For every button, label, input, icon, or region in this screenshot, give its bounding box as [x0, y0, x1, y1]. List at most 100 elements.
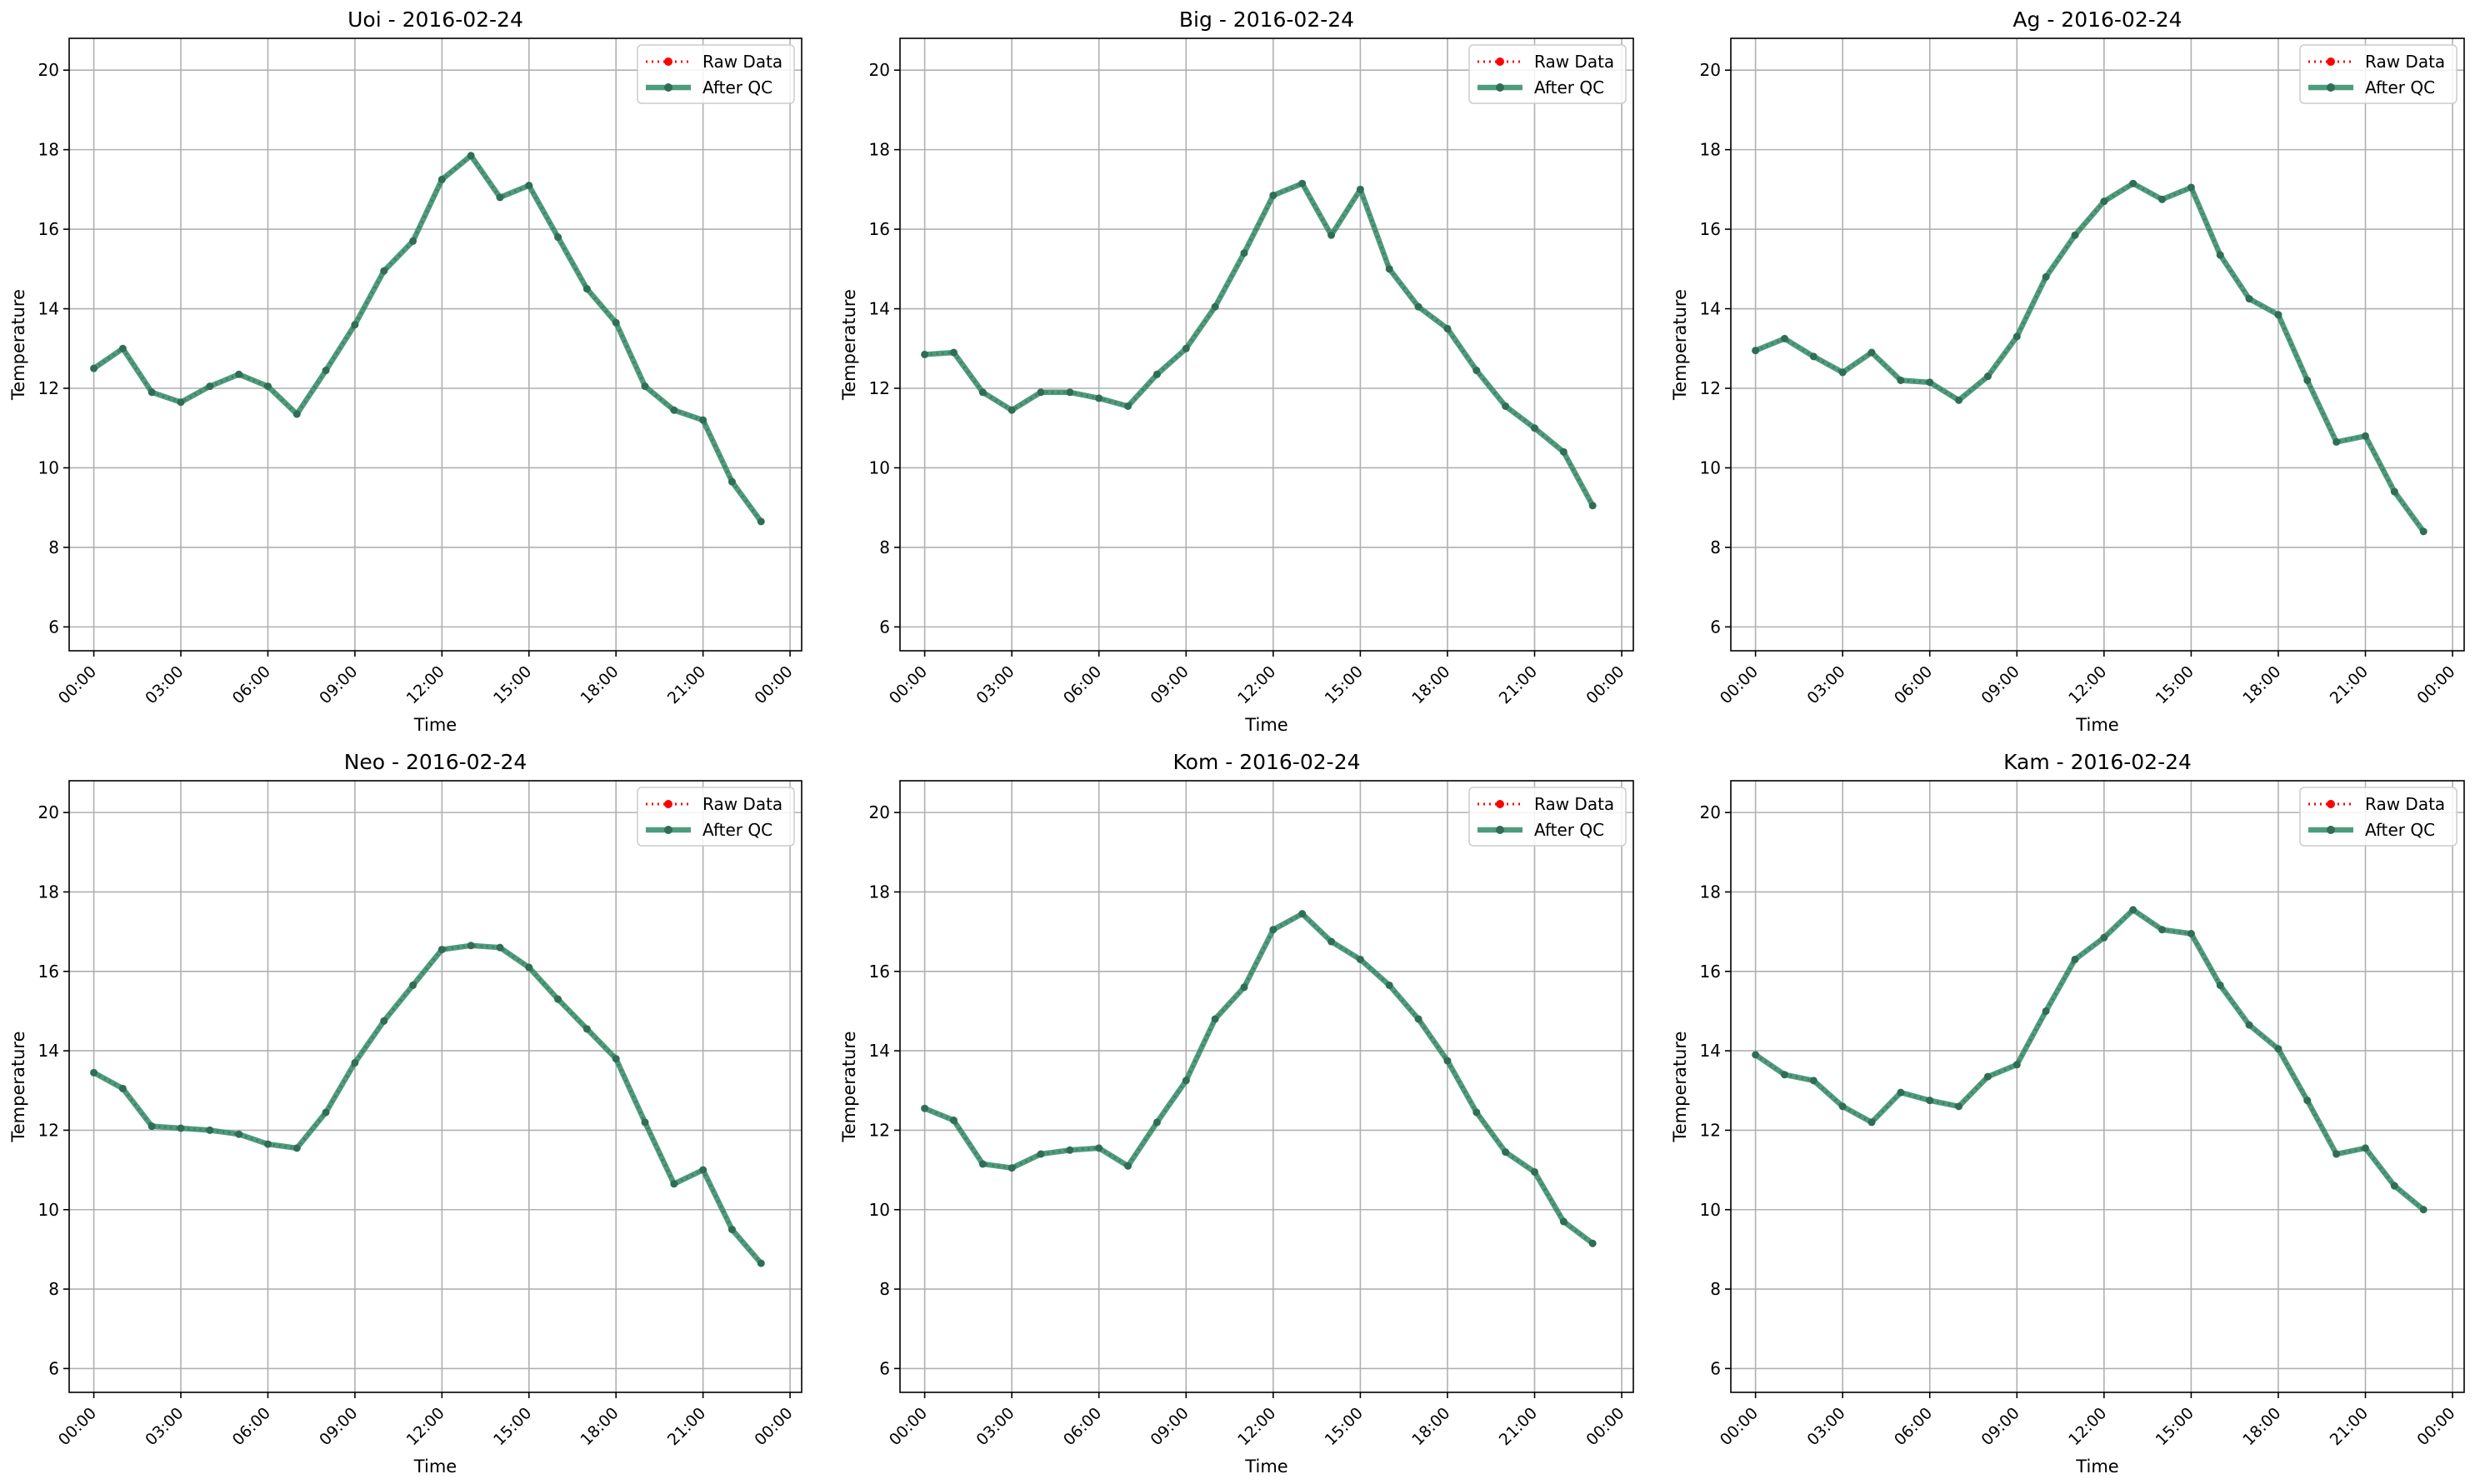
after-qc-point: [1955, 396, 1963, 404]
after-qc-point: [582, 285, 591, 293]
after-qc-point: [206, 1126, 214, 1134]
x-tick-label: 09:00: [1148, 1404, 1192, 1449]
legend-qc-label: After QC: [1534, 820, 1604, 840]
after-qc-point: [2332, 437, 2341, 446]
after-qc-point: [2245, 1021, 2253, 1029]
after-qc-point: [1240, 983, 1248, 992]
y-tick-label: 8: [879, 537, 890, 557]
after-qc-point: [235, 1130, 243, 1138]
y-tick-label: 18: [1700, 140, 1721, 160]
y-tick-label: 16: [38, 219, 59, 239]
after-qc-point: [1588, 502, 1597, 510]
x-axis-label: Time: [2075, 1457, 2118, 1477]
y-tick-label: 18: [1700, 882, 1721, 902]
after-qc-point: [1152, 370, 1161, 378]
legend-raw-marker: [2327, 57, 2335, 66]
after-qc-point: [1066, 1146, 1074, 1154]
grid: [1731, 38, 2464, 651]
x-tick-label: 00:00: [55, 662, 100, 707]
y-tick-label: 12: [38, 1120, 59, 1140]
x-tick-label: 12:00: [2065, 662, 2110, 707]
x-axis-label: Time: [413, 1457, 457, 1477]
y-tick-label: 6: [879, 1358, 890, 1378]
subplot-2: 00:00 03:00 06:00 09:00 12:00 15:00 18:00 21:00…: [839, 7, 1634, 735]
after-qc-point: [2390, 1182, 2398, 1190]
x-tick-label: 09:00: [1978, 1404, 2023, 1449]
after-qc-point: [1385, 981, 1393, 989]
after-qc-point: [292, 1144, 301, 1152]
legend: Raw Data After QC: [637, 44, 795, 104]
x-tick-label: 18:00: [2239, 1404, 2284, 1449]
after-qc-point: [757, 1259, 765, 1267]
legend-raw-marker: [664, 57, 672, 66]
after-qc-point: [206, 382, 214, 391]
after-qc-point: [978, 388, 987, 397]
subplot-title: Kom - 2016-02-24: [1173, 750, 1361, 774]
after-qc-point: [1559, 1217, 1568, 1226]
x-tick-label: 12:00: [2065, 1404, 2110, 1449]
after-qc-point: [1926, 378, 1934, 387]
after-qc-point: [1124, 402, 1132, 410]
after-qc-point: [921, 1104, 929, 1112]
y-tick-label: 16: [869, 962, 890, 982]
subplot-title: Kam - 2016-02-24: [2003, 750, 2192, 774]
after-qc-point: [641, 1118, 649, 1127]
after-qc-point: [1356, 185, 1364, 193]
after-qc-point: [699, 1166, 708, 1174]
x-tick-label: 09:00: [316, 1404, 361, 1449]
raw-data-line: [924, 182, 1594, 507]
legend-qc-label: After QC: [1534, 77, 1604, 97]
after-qc-point: [1472, 367, 1481, 375]
after-qc-point: [322, 1108, 330, 1117]
y-tick-label: 16: [1700, 219, 1721, 239]
grid: [69, 781, 802, 1392]
x-tick-label: 03:00: [142, 662, 187, 707]
after-qc-point: [1752, 347, 1760, 355]
subplot-5: 00:00 03:00 06:00 09:00 12:00 15:00 18:00 21:00…: [839, 750, 1634, 1477]
x-tick-label: 09:00: [316, 662, 361, 707]
x-tick-label: 21:00: [1496, 1404, 1541, 1449]
after-qc-point: [438, 946, 446, 954]
subplot-3: 00:00 03:00 06:00 09:00 12:00 15:00 18:00 21:00…: [1670, 7, 2465, 735]
subplot-title: Ag - 2016-02-24: [2012, 7, 2182, 32]
raw-data-line: [1754, 907, 2425, 1211]
after-qc-point: [351, 321, 359, 329]
after-qc-point: [177, 1124, 185, 1132]
x-tick-label: 18:00: [2239, 662, 2284, 707]
legend: Raw Data After QC: [2299, 44, 2458, 104]
raw-data-line: [92, 944, 762, 1265]
x-tick-label: 18:00: [1408, 662, 1453, 707]
after-qc-point: [949, 1117, 958, 1125]
after-qc-line: [1754, 180, 2426, 533]
after-qc-point: [728, 477, 736, 486]
x-tick-label: 06:00: [229, 1404, 274, 1449]
after-qc-point: [1472, 1108, 1481, 1117]
after-qc-point: [2216, 251, 2224, 259]
after-qc-point: [921, 350, 929, 358]
after-qc-point: [582, 1025, 591, 1033]
y-tick-label: 6: [1710, 1358, 1721, 1378]
after-qc-point: [1298, 910, 1307, 918]
after-qc-point: [1182, 344, 1190, 352]
x-axis-label: Time: [1244, 715, 1288, 735]
after-qc-point: [1809, 352, 1818, 361]
after-qc-point: [2303, 376, 2312, 384]
after-qc-point: [2012, 1061, 2021, 1069]
x-tick-label: 12:00: [1234, 1404, 1279, 1449]
y-tick-label: 8: [1710, 1279, 1721, 1299]
legend-raw-marker: [1496, 57, 1504, 66]
axes-frame: [1730, 780, 2465, 1393]
after-qc-point: [263, 1140, 272, 1148]
after-qc-point: [699, 416, 708, 424]
y-tick-label: 12: [869, 1120, 890, 1140]
axes-frame: [68, 37, 802, 652]
y-tick-label: 12: [38, 378, 59, 398]
after-qc-point: [2332, 1150, 2341, 1158]
after-qc-point: [2129, 179, 2138, 187]
after-qc-point: [670, 1180, 678, 1188]
after-qc-point: [322, 367, 330, 375]
y-tick-label: 12: [869, 378, 890, 398]
y-tick-label: 12: [1700, 378, 1721, 398]
after-qc-point: [467, 152, 475, 160]
after-qc-point: [1066, 388, 1074, 397]
